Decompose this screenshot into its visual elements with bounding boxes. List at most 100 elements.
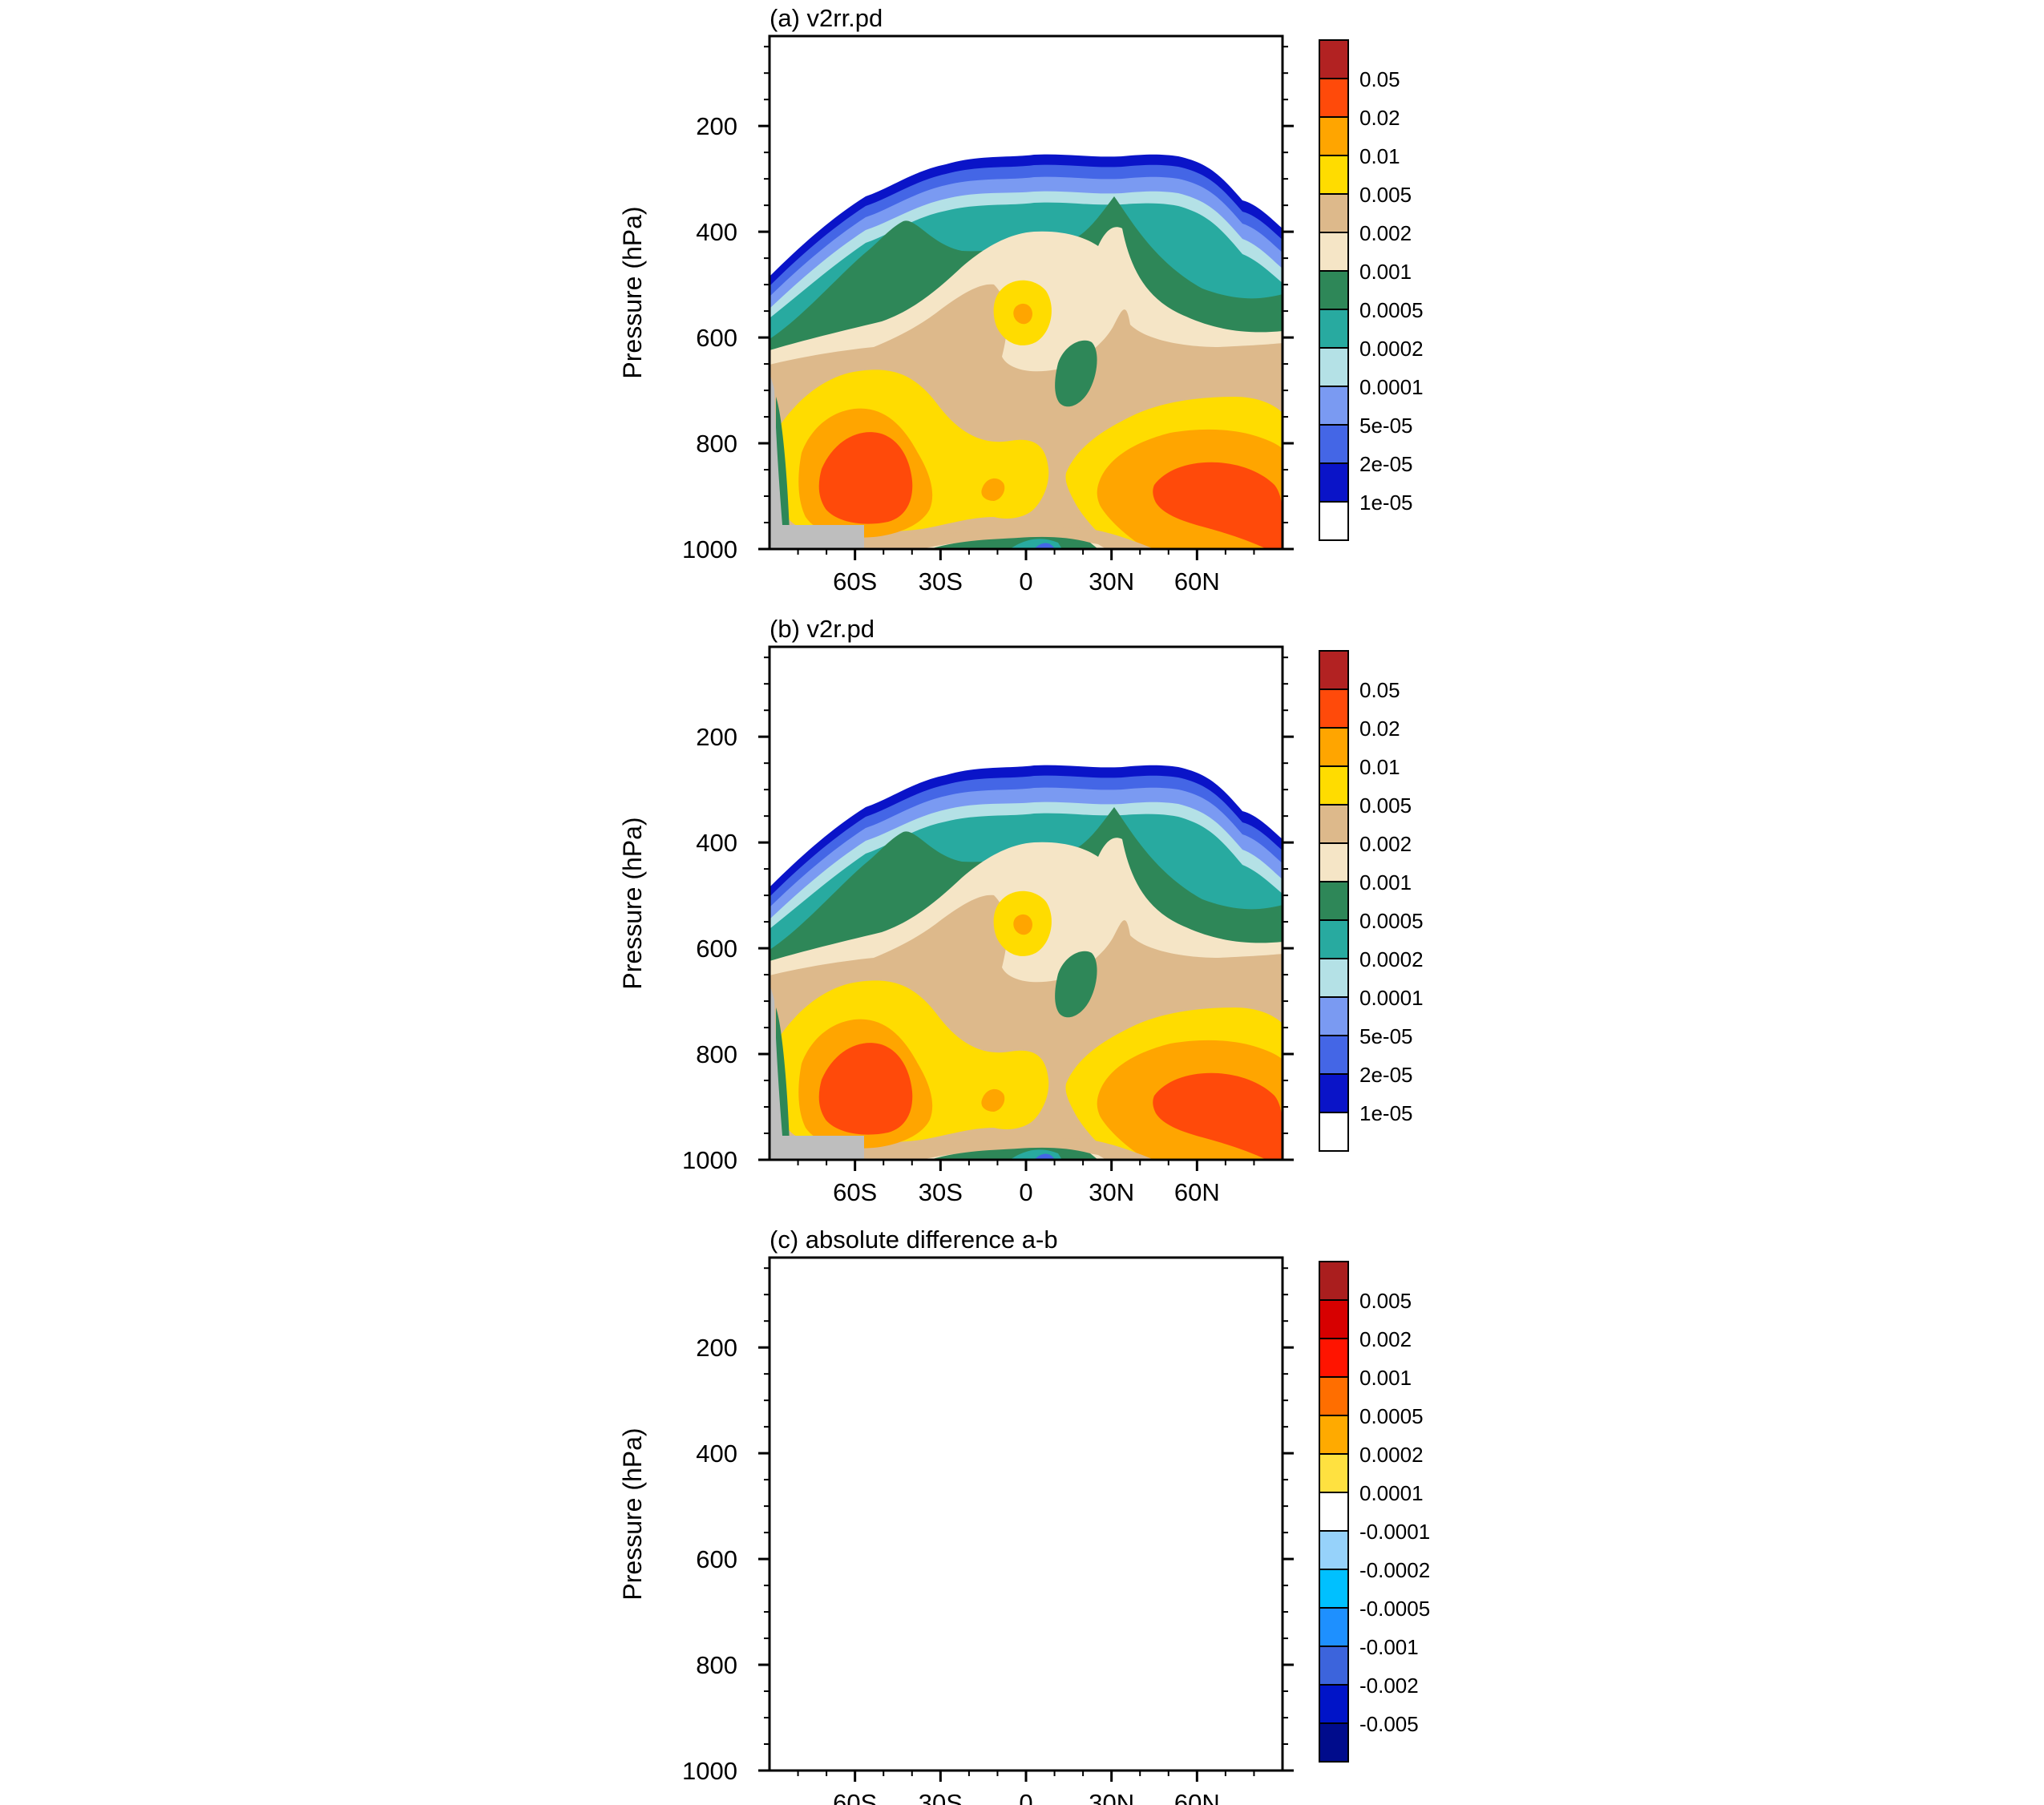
colorbar-box [1319,155,1349,195]
colorbar-box [1319,919,1349,959]
x-tick-label: 30N [1089,1789,1134,1805]
colorbar-label: 0.01 [1359,144,1400,168]
colorbar-box [1319,116,1349,156]
colorbar-label: 0.0001 [1359,1481,1424,1505]
colorbar-label: 0.001 [1359,870,1412,894]
colorbar-label: 1e-05 [1359,491,1413,515]
panel-b: (b) v2r.pd 200 400 600 800 1000 Pressure (hPa… [618,615,1424,1206]
y-tick-label: 400 [696,829,737,857]
colorbar-box [1319,958,1349,998]
colorbar-label: 0.0005 [1359,1404,1424,1428]
x-tick-label: 60S [833,1178,877,1206]
panel-title: (a) v2rr.pd [770,4,883,32]
colorbar-box [1319,193,1349,233]
colorbar-box [1319,1073,1349,1113]
colorbar-label: 0.05 [1359,67,1400,91]
x-tick-label: 60S [833,1789,877,1805]
colorbar-box [1319,1684,1349,1724]
panel-title: (c) absolute difference a-b [770,1226,1058,1254]
y-tick-label: 600 [696,935,737,963]
colorbar-label: 0.0002 [1359,337,1424,361]
colorbar-label: 0.002 [1359,1327,1412,1351]
y-tick-label: 1000 [682,1146,737,1174]
colorbar-label: 0.0001 [1359,375,1424,399]
colorbar-box [1319,1035,1349,1075]
colorbar-label: 0.05 [1359,678,1400,702]
colorbar-label: 0.02 [1359,717,1400,741]
y-tick-label: 600 [696,324,737,352]
colorbar-label: 0.005 [1359,183,1412,207]
y-tick-label: 200 [696,723,737,751]
y-tick-label: 1000 [682,535,737,563]
x-tick-label: 30N [1089,567,1134,596]
colorbar-box [1319,1453,1349,1493]
y-tick-label: 800 [696,1040,737,1068]
colorbar-box [1319,996,1349,1036]
colorbar-label: -0.005 [1359,1712,1419,1736]
colorbar-label: 0.01 [1359,755,1400,779]
y-tick-label: 800 [696,430,737,458]
colorbar-box [1319,688,1349,729]
colorbar-box [1319,1607,1349,1647]
colorbar-box [1319,804,1349,844]
x-tick-label: 30N [1089,1178,1134,1206]
panel-a: (a) v2rr.pd 200 400 600 800 1000 Pressure (hP… [618,4,1424,596]
colorbar-label: -0.0001 [1359,1520,1430,1544]
contour-field [770,765,1283,1160]
colorbar-label: 1e-05 [1359,1101,1413,1125]
y-tick-label: 800 [696,1651,737,1679]
colorbar-box [1319,1261,1349,1301]
colorbar-label: -0.001 [1359,1635,1419,1659]
colorbar-box [1319,1415,1349,1455]
y-tick-label: 600 [696,1545,737,1573]
colorbar-box [1319,347,1349,387]
colorbar-box [1319,1376,1349,1416]
x-tick-label: 60N [1174,1178,1220,1206]
contour-field [770,154,1283,549]
colorbar-label: 0.0005 [1359,909,1424,933]
colorbar-label: 0.0002 [1359,947,1424,971]
x-tick-label: 30S [919,567,963,596]
colorbar-box [1319,1338,1349,1378]
colorbar-label: 0.001 [1359,260,1412,284]
y-tick-label: 200 [696,1334,737,1362]
colorbar-label: 2e-05 [1359,452,1413,476]
colorbar-label: 5e-05 [1359,414,1413,438]
colorbar-label: 0.002 [1359,221,1412,245]
contour-field [770,1258,1283,1771]
colorbar-box [1319,78,1349,118]
colorbar-box [1319,501,1349,541]
panel-c: (c) absolute difference a-b [618,1226,1430,1805]
colorbar-box [1319,386,1349,426]
y-axis-label: Pressure (hPa) [618,206,647,378]
colorbar-box [1319,881,1349,921]
colorbar-label: 0.0002 [1359,1443,1424,1467]
x-tick-label: 30S [919,1789,963,1805]
colorbar-box [1319,1569,1349,1609]
colorbar-label: -0.0002 [1359,1558,1430,1582]
colorbar-box [1319,1645,1349,1686]
plot-frame [768,1256,1284,1772]
x-tick-label: 0 [1019,567,1032,596]
y-tick-label: 400 [696,1440,737,1468]
colorbar-box [1319,1530,1349,1570]
colorbar-label: -0.0005 [1359,1597,1430,1621]
colorbar-label: 5e-05 [1359,1024,1413,1048]
panel-title: (b) v2r.pd [770,615,875,643]
colorbar-label: 0.005 [1359,1289,1412,1313]
x-tick-label: 60N [1174,1789,1220,1805]
colorbar-label: 2e-05 [1359,1063,1413,1087]
colorbar-label: 0.005 [1359,793,1412,818]
colorbar-box [1319,1112,1349,1152]
colorbar-label: 0.0005 [1359,298,1424,322]
colorbar-box [1319,39,1349,79]
y-tick-label: 1000 [682,1757,737,1785]
y-axis-label: Pressure (hPa) [618,1427,647,1600]
colorbar-box [1319,270,1349,310]
x-tick-label: 60S [833,567,877,596]
colorbar-box [1319,1299,1349,1339]
colorbar-box [1319,650,1349,690]
x-tick-label: 60N [1174,567,1220,596]
x-tick-label: 30S [919,1178,963,1206]
